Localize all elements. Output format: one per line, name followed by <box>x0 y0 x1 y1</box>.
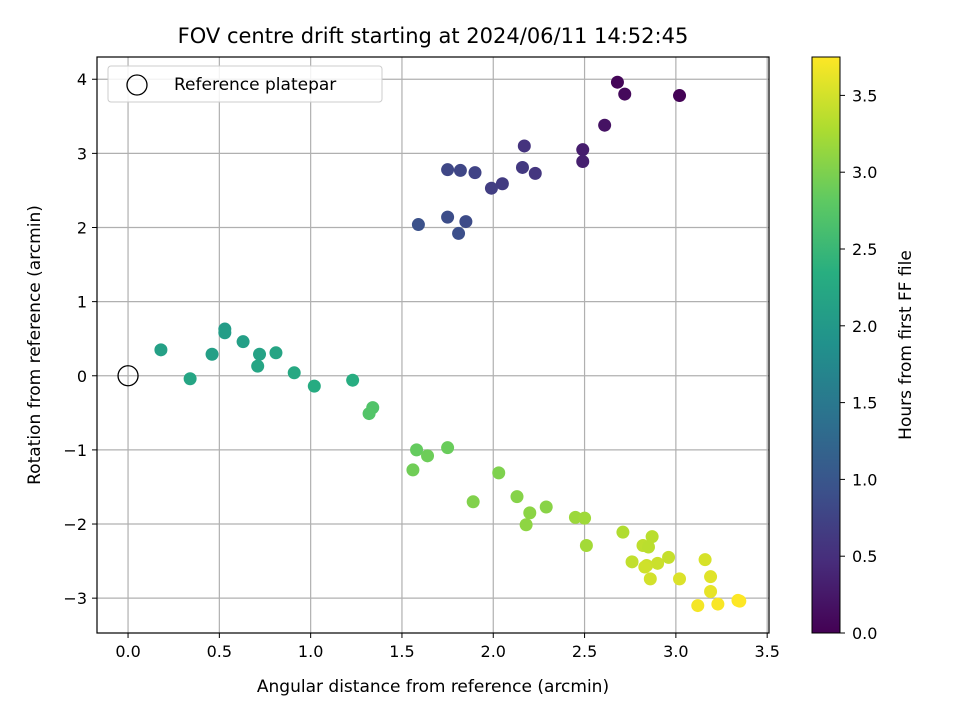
data-point <box>205 347 219 361</box>
data-point <box>578 511 592 525</box>
data-point <box>411 218 425 232</box>
data-point <box>698 553 712 567</box>
x-tick-label: 3.5 <box>754 642 779 661</box>
data-point <box>638 560 652 574</box>
data-point <box>645 530 659 544</box>
data-point <box>704 584 718 598</box>
data-point <box>519 518 533 532</box>
data-point <box>253 347 267 361</box>
data-point <box>515 160 529 174</box>
data-point <box>183 372 197 386</box>
data-point <box>468 166 482 180</box>
colorbar-tick-label: 1.0 <box>852 470 877 489</box>
data-point <box>704 570 718 584</box>
data-point <box>643 572 657 586</box>
data-point <box>218 326 232 340</box>
data-point <box>673 572 687 586</box>
x-tick-label: 2.0 <box>481 642 506 661</box>
colorbar-tick-label: 1.5 <box>852 394 877 413</box>
data-point <box>441 210 455 224</box>
x-tick-label: 1.0 <box>298 642 323 661</box>
data-point <box>733 594 747 608</box>
legend: Reference platepar <box>107 65 383 103</box>
data-point <box>528 166 542 180</box>
data-point <box>236 335 250 349</box>
colorbar-tick-label: 3.5 <box>852 86 877 105</box>
data-point <box>453 163 467 177</box>
x-axis-ticks: 0.0 0.5 1.0 1.5 2.0 2.5 3.0 3.5 <box>115 633 780 661</box>
data-point <box>673 89 687 103</box>
data-point <box>641 540 655 554</box>
grid-lines <box>97 57 769 633</box>
data-point <box>251 359 265 373</box>
x-tick-label: 0.0 <box>115 642 140 661</box>
data-point <box>421 449 435 463</box>
colorbar-ticks: 0.0 0.5 1.0 1.5 2.0 2.5 3.0 3.5 <box>840 86 877 643</box>
data-point <box>610 75 624 89</box>
data-point <box>441 163 455 177</box>
colorbar-tick-label: 2.5 <box>852 240 877 259</box>
data-point <box>691 599 705 613</box>
y-tick-label: 4 <box>77 70 87 89</box>
data-point <box>576 143 590 157</box>
colorbar-label: Hours from first FF file <box>896 250 916 440</box>
data-points <box>117 75 747 613</box>
colorbar-tick-label: 0.5 <box>852 547 877 566</box>
x-tick-label: 3.0 <box>663 642 688 661</box>
y-tick-label: −3 <box>63 589 87 608</box>
data-point <box>598 118 612 132</box>
data-point <box>523 506 537 520</box>
data-point <box>492 466 506 480</box>
data-point <box>466 495 480 509</box>
x-tick-label: 2.5 <box>572 642 597 661</box>
y-axis-ticks: −3 −2 −1 0 1 2 3 4 <box>63 70 97 608</box>
y-axis-label: Rotation from reference (arcmin) <box>25 205 45 485</box>
data-point <box>618 87 632 101</box>
y-tick-label: 1 <box>77 293 87 312</box>
plot-area-frame <box>96 56 770 634</box>
data-point <box>452 226 466 240</box>
data-point <box>616 525 630 539</box>
data-point <box>662 550 676 564</box>
data-point <box>346 373 360 387</box>
x-tick-label: 0.5 <box>207 642 232 661</box>
data-point <box>579 539 593 553</box>
data-point <box>406 463 420 477</box>
data-point <box>576 155 590 169</box>
data-point <box>510 490 524 504</box>
colorbar-tick-label: 3.0 <box>852 163 877 182</box>
x-tick-label: 1.5 <box>389 642 414 661</box>
y-tick-label: 2 <box>77 219 87 238</box>
chart-title: FOV centre drift starting at 2024/06/11 … <box>178 24 689 48</box>
legend-entry-reference: Reference platepar <box>174 75 336 95</box>
data-point <box>539 500 553 514</box>
data-point <box>495 177 509 191</box>
data-point <box>287 366 301 380</box>
data-point <box>651 556 665 570</box>
x-axis-label: Angular distance from reference (arcmin) <box>257 677 609 697</box>
legend-marker-icon <box>126 74 148 96</box>
y-tick-label: −2 <box>63 515 87 534</box>
reference-platepar-marker <box>117 365 139 387</box>
data-point <box>517 139 531 153</box>
colorbar-tick-label: 2.0 <box>852 317 877 336</box>
data-point <box>307 379 321 393</box>
data-point <box>484 181 498 195</box>
colorbar <box>811 56 841 634</box>
data-point <box>362 407 376 421</box>
colorbar-tick-label: 0.0 <box>852 624 877 643</box>
data-point <box>441 441 455 455</box>
data-point <box>410 443 424 457</box>
legend-box <box>107 65 383 103</box>
data-point <box>269 346 283 360</box>
data-point <box>625 555 639 569</box>
y-tick-label: 0 <box>77 367 87 386</box>
data-point <box>154 343 168 357</box>
data-point <box>459 215 473 229</box>
y-tick-label: 3 <box>77 144 87 163</box>
y-tick-label: −1 <box>63 441 87 460</box>
data-point <box>711 597 725 611</box>
